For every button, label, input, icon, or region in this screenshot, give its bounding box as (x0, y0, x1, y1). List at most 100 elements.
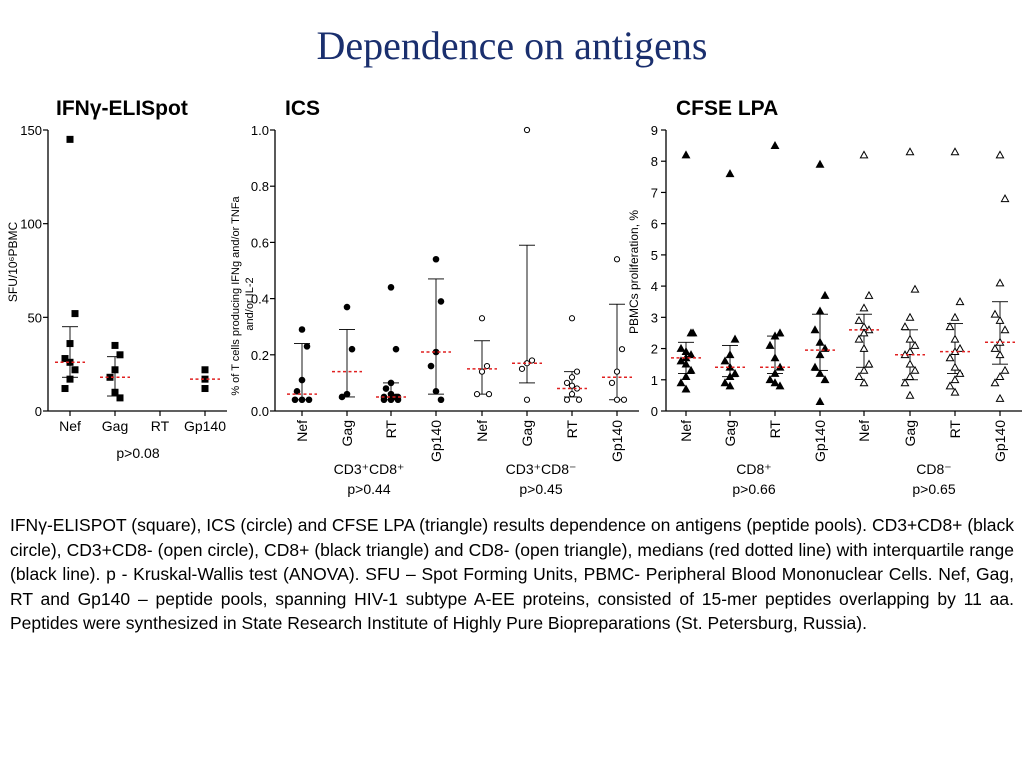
data-point (293, 388, 301, 395)
data-point (815, 306, 825, 315)
data-point (770, 140, 780, 149)
data-point (303, 343, 311, 350)
data-point (859, 343, 869, 352)
data-point (681, 372, 691, 381)
x-tick-label: Gp140 (184, 418, 226, 434)
data-point (523, 126, 531, 134)
slide-title: Dependence on antigens (316, 23, 708, 68)
data-point (573, 368, 581, 375)
data-point (950, 334, 960, 343)
data-point (392, 345, 400, 353)
data-point (765, 375, 775, 384)
data-point (990, 309, 1000, 318)
x-tick-label: Gag (102, 418, 128, 434)
y-tick-label: 6 (651, 217, 658, 232)
y-tick-label: 50 (28, 310, 42, 325)
data-point (71, 310, 79, 318)
cfse-panel-title: CFSE LPA (676, 97, 779, 120)
data-point (995, 150, 1005, 159)
data-point (116, 351, 124, 359)
data-point (955, 368, 965, 377)
y-tick-label: 4 (651, 279, 658, 294)
data-point (298, 326, 306, 333)
data-point (815, 337, 825, 346)
x-tick-label: RT (564, 420, 580, 439)
data-point (437, 298, 445, 305)
data-point (1000, 194, 1010, 203)
y-tick-label: 7 (651, 185, 658, 200)
data-point (955, 297, 965, 306)
data-point (864, 290, 874, 299)
data-point (990, 343, 1000, 352)
data-point (945, 353, 955, 362)
data-point (427, 362, 435, 370)
x-tick-label: Gp140 (992, 420, 1008, 462)
data-point (485, 391, 493, 398)
x-tick-label: Gp140 (609, 420, 625, 462)
p-value-label: p>0.08 (116, 445, 159, 461)
data-point (478, 368, 486, 375)
data-point (775, 328, 785, 337)
data-point (815, 368, 825, 377)
data-point (995, 372, 1005, 381)
data-point (945, 322, 955, 331)
data-point (676, 378, 686, 387)
y-axis-label: SFU/10⁶PBMC (6, 222, 20, 303)
x-tick-label: Gp140 (428, 420, 444, 462)
data-point (820, 375, 830, 384)
data-point (568, 374, 576, 381)
y-tick-label: 0 (651, 404, 658, 419)
data-point (382, 385, 390, 392)
data-point (775, 381, 785, 390)
data-point (815, 159, 825, 168)
data-point (900, 322, 910, 331)
data-point (905, 147, 915, 156)
data-point (854, 315, 864, 324)
elispot-panel-title: IFNγ-ELISpot (56, 97, 188, 120)
data-point (432, 388, 440, 395)
data-point (859, 303, 869, 312)
data-point (116, 394, 124, 402)
data-point (348, 345, 356, 353)
p-value-label: p>0.66 (732, 481, 775, 497)
data-point (61, 355, 69, 363)
x-tick-label: Nef (59, 418, 81, 434)
y-tick-label: 100 (20, 217, 42, 232)
data-point (613, 256, 621, 263)
data-point (478, 315, 486, 322)
group-label: CD8⁻ (916, 461, 951, 477)
data-point (575, 396, 583, 403)
data-point (483, 362, 491, 370)
data-point (765, 340, 775, 349)
ics-panel-title: ICS (285, 97, 321, 120)
x-tick-label: RT (151, 418, 170, 434)
data-point (305, 396, 313, 404)
data-point (810, 362, 820, 371)
data-point (338, 393, 346, 401)
data-point (387, 284, 395, 291)
data-point (343, 390, 351, 398)
x-tick-label: Gag (722, 420, 738, 446)
y-tick-label: 0.6 (251, 235, 269, 250)
y-axis-label: PBMCs proliferation, % (627, 210, 641, 334)
p-value-label: p>0.44 (347, 481, 390, 497)
data-point (432, 255, 440, 263)
data-point (620, 396, 628, 403)
data-point (725, 169, 735, 178)
data-point (686, 365, 696, 374)
data-point (725, 372, 735, 381)
data-point (730, 368, 740, 377)
x-tick-label: Nef (474, 420, 490, 442)
x-tick-label: Gag (519, 420, 535, 446)
y-tick-label: 9 (651, 123, 658, 138)
data-point (810, 325, 820, 334)
data-point (815, 350, 825, 359)
data-point (681, 150, 691, 159)
data-point (201, 366, 209, 374)
y-tick-label: 2 (651, 342, 658, 357)
data-point (770, 353, 780, 362)
data-point (995, 278, 1005, 287)
data-point (905, 312, 915, 321)
y-axis-label: % of T cells producing IFNg and/or TNFa a… (230, 195, 256, 395)
x-tick-label: RT (767, 420, 783, 439)
